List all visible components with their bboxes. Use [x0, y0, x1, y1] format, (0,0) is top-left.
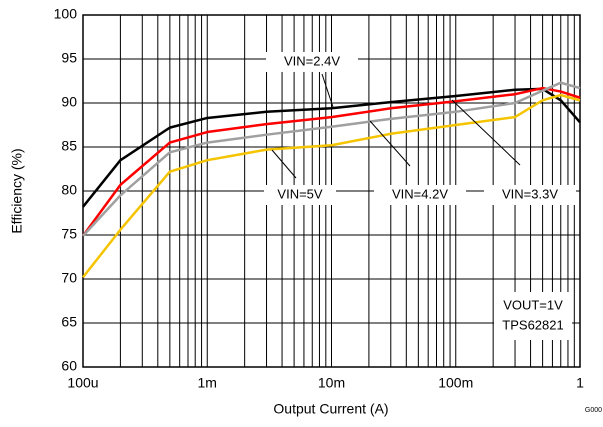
y-tick-label: 80: [61, 182, 77, 198]
series-line: [82, 87, 581, 208]
y-tick-label: 95: [61, 50, 77, 66]
annotation-arrow: [369, 120, 411, 167]
y-tick-label: 85: [61, 138, 77, 154]
legend-label: VIN=5V: [277, 186, 322, 201]
series-line: [82, 93, 581, 279]
y-tick-label: 90: [61, 94, 77, 110]
x-tick-label: 1: [576, 375, 584, 391]
footnote: G000: [585, 407, 602, 414]
legend-label: VIN=3.3V: [502, 186, 558, 201]
annotation: VOUT=1V: [503, 297, 563, 312]
y-tick-label: 60: [61, 358, 77, 374]
y-tick-label: 70: [61, 270, 77, 286]
x-axis-label: Output Current (A): [273, 401, 388, 417]
x-tick-label: 100m: [438, 375, 473, 391]
legend-label: VIN=2.4V: [284, 53, 340, 68]
annotation: TPS62821: [502, 317, 563, 332]
y-tick-label: 65: [61, 314, 77, 330]
x-tick-label: 10m: [318, 375, 345, 391]
y-tick-label: 100: [54, 6, 78, 22]
annotation-box: [484, 185, 576, 205]
series-line: [82, 81, 581, 237]
x-tick-label: 1m: [198, 375, 217, 391]
y-axis-label: Efficiency (%): [9, 148, 25, 233]
x-tick-label: 100u: [67, 375, 98, 391]
y-tick-label: 75: [61, 226, 77, 242]
legend-label: VIN=4.2V: [392, 186, 448, 201]
annotation-box: [266, 52, 358, 72]
annotation-arrow: [451, 99, 521, 166]
annotation-arrow: [321, 73, 334, 108]
annotation-box: [264, 185, 336, 205]
annotation-box: [374, 185, 466, 205]
annotation-arrow: [271, 149, 297, 179]
annotation-box: [494, 292, 572, 340]
